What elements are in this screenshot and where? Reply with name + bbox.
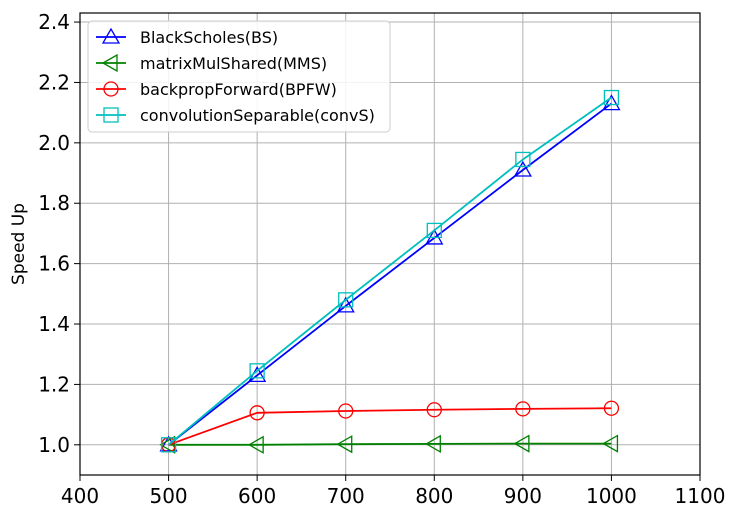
legend-marker: [101, 53, 118, 73]
series-layer: [159, 89, 621, 454]
y-tick-label: 1.8: [38, 191, 70, 215]
y-axis-title: Speed Up: [9, 203, 29, 285]
y-tick-label: 1.4: [38, 312, 70, 336]
data-point-matrixmulshared-mms: [159, 435, 176, 454]
series-line-backpropforward-bpfw: [168, 407, 612, 446]
series-line-blackscholes-bs: [168, 102, 612, 446]
data-point-backpropforward-bpfw: [515, 401, 531, 417]
data-point-matrixmulshared-mms: [513, 434, 530, 453]
data-point-blackscholes-bs: [513, 160, 532, 177]
series-line-convolutionseparable-convs: [167, 96, 612, 446]
legend-entry: BlackScholes(BS): [96, 27, 278, 47]
data-point-blackscholes-bs: [602, 94, 621, 111]
y-tick-label: 1.0: [38, 433, 70, 457]
y-tick-label: 1.2: [38, 372, 70, 396]
y-tick-label: 2.0: [38, 131, 70, 155]
y-tick-label: 1.6: [38, 252, 70, 276]
data-point-matrixmulshared-mms: [602, 434, 619, 453]
data-point-convolutionseparable-convs: [160, 437, 177, 453]
series-line-matrixmulshared-mms: [168, 442, 612, 446]
series-convolutionseparable-convs: [160, 89, 620, 453]
data-point-convolutionseparable-convs: [515, 151, 531, 168]
x-tick-label: 700: [327, 484, 365, 508]
data-point-matrixmulshared-mms: [424, 434, 441, 454]
legend-marker: [103, 81, 119, 97]
legend-box: [87, 20, 391, 133]
legend-label: backpropForward(BPFW): [140, 80, 337, 99]
plot-frame: [79, 12, 701, 476]
x-tick-label: 900: [504, 484, 542, 508]
series-matrixmulshared-mms: [159, 434, 619, 454]
data-point-backpropforward-bpfw: [249, 405, 265, 421]
x-tick-label: 1000: [586, 484, 637, 508]
data-point-backpropforward-bpfw: [603, 400, 620, 416]
data-point-convolutionseparable-convs: [603, 89, 620, 106]
data-point-convolutionseparable-convs: [338, 292, 354, 308]
y-tick-label: 2.4: [38, 10, 70, 34]
legend-label: BlackScholes(BS): [140, 28, 278, 47]
legend-label: convolutionSeparable(convS): [140, 106, 375, 125]
legend-entry: matrixMulShared(MMS): [96, 53, 327, 73]
legend-label: matrixMulShared(MMS): [140, 54, 327, 73]
data-point-convolutionseparable-convs: [426, 222, 442, 239]
x-axis: 400 500 600 700 800 900 1000 1100: [61, 475, 726, 508]
data-point-matrixmulshared-mms: [247, 435, 264, 454]
legend-entry: backpropForward(BPFW): [96, 80, 337, 99]
legend: BlackScholes(BS) matrixMulShared(MMS) back…: [87, 20, 391, 133]
y-axis: 1.0 1.2 1.4 1.6 1.8 2.0 2.2 2.4: [38, 10, 80, 457]
legend-entry: convolutionSeparable(convS): [96, 106, 375, 125]
legend-marker: [101, 27, 121, 44]
x-tick-label: 1100: [675, 484, 726, 508]
data-point-convolutionseparable-convs: [249, 363, 265, 379]
x-tick-label: 500: [149, 484, 187, 508]
legend-marker: [103, 107, 119, 123]
data-point-blackscholes-bs: [336, 296, 355, 313]
series-blackscholes-bs: [159, 94, 621, 452]
y-tick-label: 2.2: [38, 70, 70, 94]
data-point-backpropforward-bpfw: [338, 403, 354, 419]
data-point-matrixmulshared-mms: [336, 435, 353, 454]
data-point-backpropforward-bpfw: [426, 402, 442, 418]
x-tick-label: 600: [238, 484, 276, 508]
x-tick-label: 800: [415, 484, 453, 508]
x-tick-label: 400: [61, 484, 99, 508]
